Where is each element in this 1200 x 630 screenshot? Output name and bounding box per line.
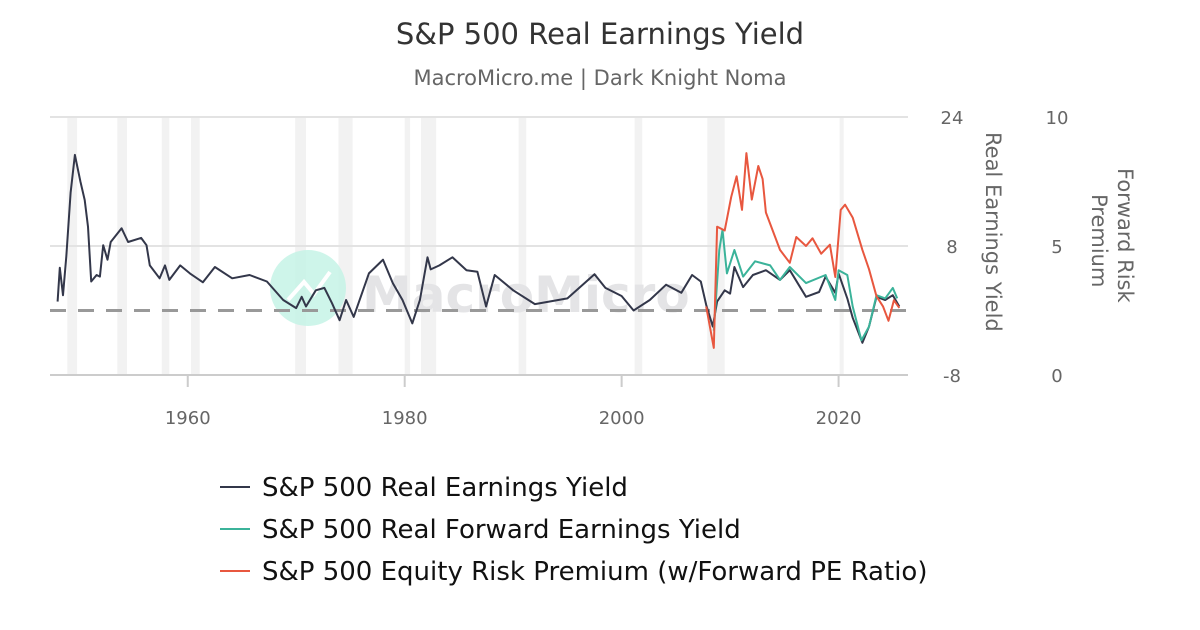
legend: S&P 500 Real Earnings Yield S&P 500 Real … [220, 473, 927, 587]
y-right-tick-label: 0 [1051, 366, 1062, 387]
y-axis-title-right-line1: Forward Risk [1113, 168, 1137, 303]
y-left-tick-label: -8 [943, 366, 961, 387]
series-line-2 [712, 228, 899, 342]
x-tick-label: 2020 [816, 408, 862, 429]
legend-label: S&P 500 Real Forward Earnings Yield [262, 515, 741, 545]
y-axis-title-right-line2: Premium [1087, 194, 1111, 287]
chart-subtitle: MacroMicro.me | Dark Knight Noma [413, 66, 786, 91]
y-left-tick-label: 8 [946, 237, 957, 258]
watermark-text: MacroMicro [362, 266, 690, 324]
chart-title: S&P 500 Real Earnings Yield [396, 17, 804, 51]
tick-labels: 1960 1980 2000 2020 24 8 -8 10 5 0 [165, 108, 1069, 429]
y-left-tick-label: 24 [941, 108, 964, 129]
y-right-tick-label: 10 [1046, 108, 1069, 129]
series-line-3 [705, 152, 901, 349]
x-tick-label: 2000 [599, 408, 645, 429]
legend-label: S&P 500 Equity Risk Premium (w/Forward P… [262, 557, 927, 587]
y-axis-title-left: Real Earnings Yield [981, 132, 1005, 332]
x-tick-label: 1980 [382, 408, 428, 429]
legend-label: S&P 500 Real Earnings Yield [262, 473, 628, 503]
series-line-1 [56, 153, 901, 344]
watermark-logo-mark [286, 270, 332, 302]
x-tick-label: 1960 [165, 408, 211, 429]
y-right-tick-label: 5 [1051, 237, 1062, 258]
gridlines [50, 116, 908, 387]
watermark: MacroMicro [270, 250, 690, 326]
series-lines [56, 152, 901, 349]
